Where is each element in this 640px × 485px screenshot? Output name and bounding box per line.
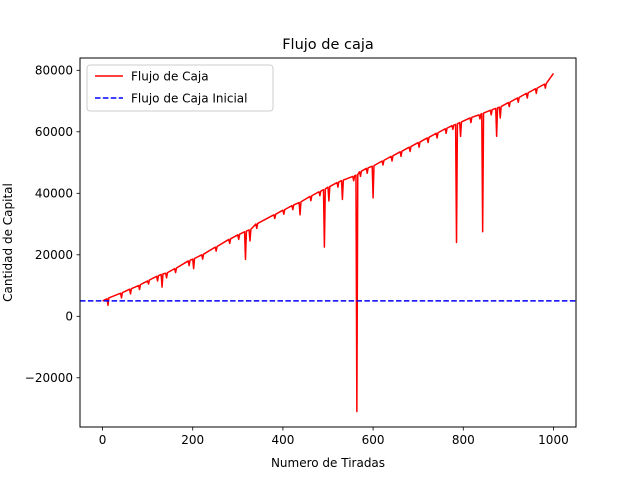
- y-tick-label: −20000: [25, 371, 73, 385]
- x-axis-label: Numero de Tiradas: [271, 456, 385, 470]
- ticks-layer: 0 200 400 600 800 1000 −20000 0 20000 40000 60000 8…: [25, 64, 569, 447]
- x-tick-label: 400: [271, 433, 294, 447]
- chart-title: Flujo de caja: [282, 37, 374, 53]
- x-tick-label: 200: [181, 433, 204, 447]
- y-tick-label: 40000: [35, 187, 73, 201]
- legend-label-flujo-de-caja-inicial: Flujo de Caja Inicial: [131, 91, 247, 105]
- y-tick-label: 0: [65, 310, 73, 324]
- axes-frame: [79, 57, 577, 428]
- legend-label-flujo-de-caja: Flujo de Caja: [131, 69, 209, 83]
- x-tick-label: 0: [99, 433, 107, 447]
- y-axis-label: Cantidad de Capital: [1, 183, 15, 302]
- x-tick-label: 600: [362, 433, 385, 447]
- x-tick-label: 800: [452, 433, 475, 447]
- series-layer: [80, 72, 576, 413]
- x-tick-label: 1000: [538, 433, 569, 447]
- series-line-flujo-de-caja: [102, 72, 555, 413]
- y-tick-label: 80000: [35, 64, 73, 78]
- legend: Flujo de Caja Flujo de Caja Inicial: [86, 64, 274, 112]
- y-tick-label: 20000: [35, 248, 73, 262]
- y-tick-label: 60000: [35, 125, 73, 139]
- legend-box: [86, 64, 274, 112]
